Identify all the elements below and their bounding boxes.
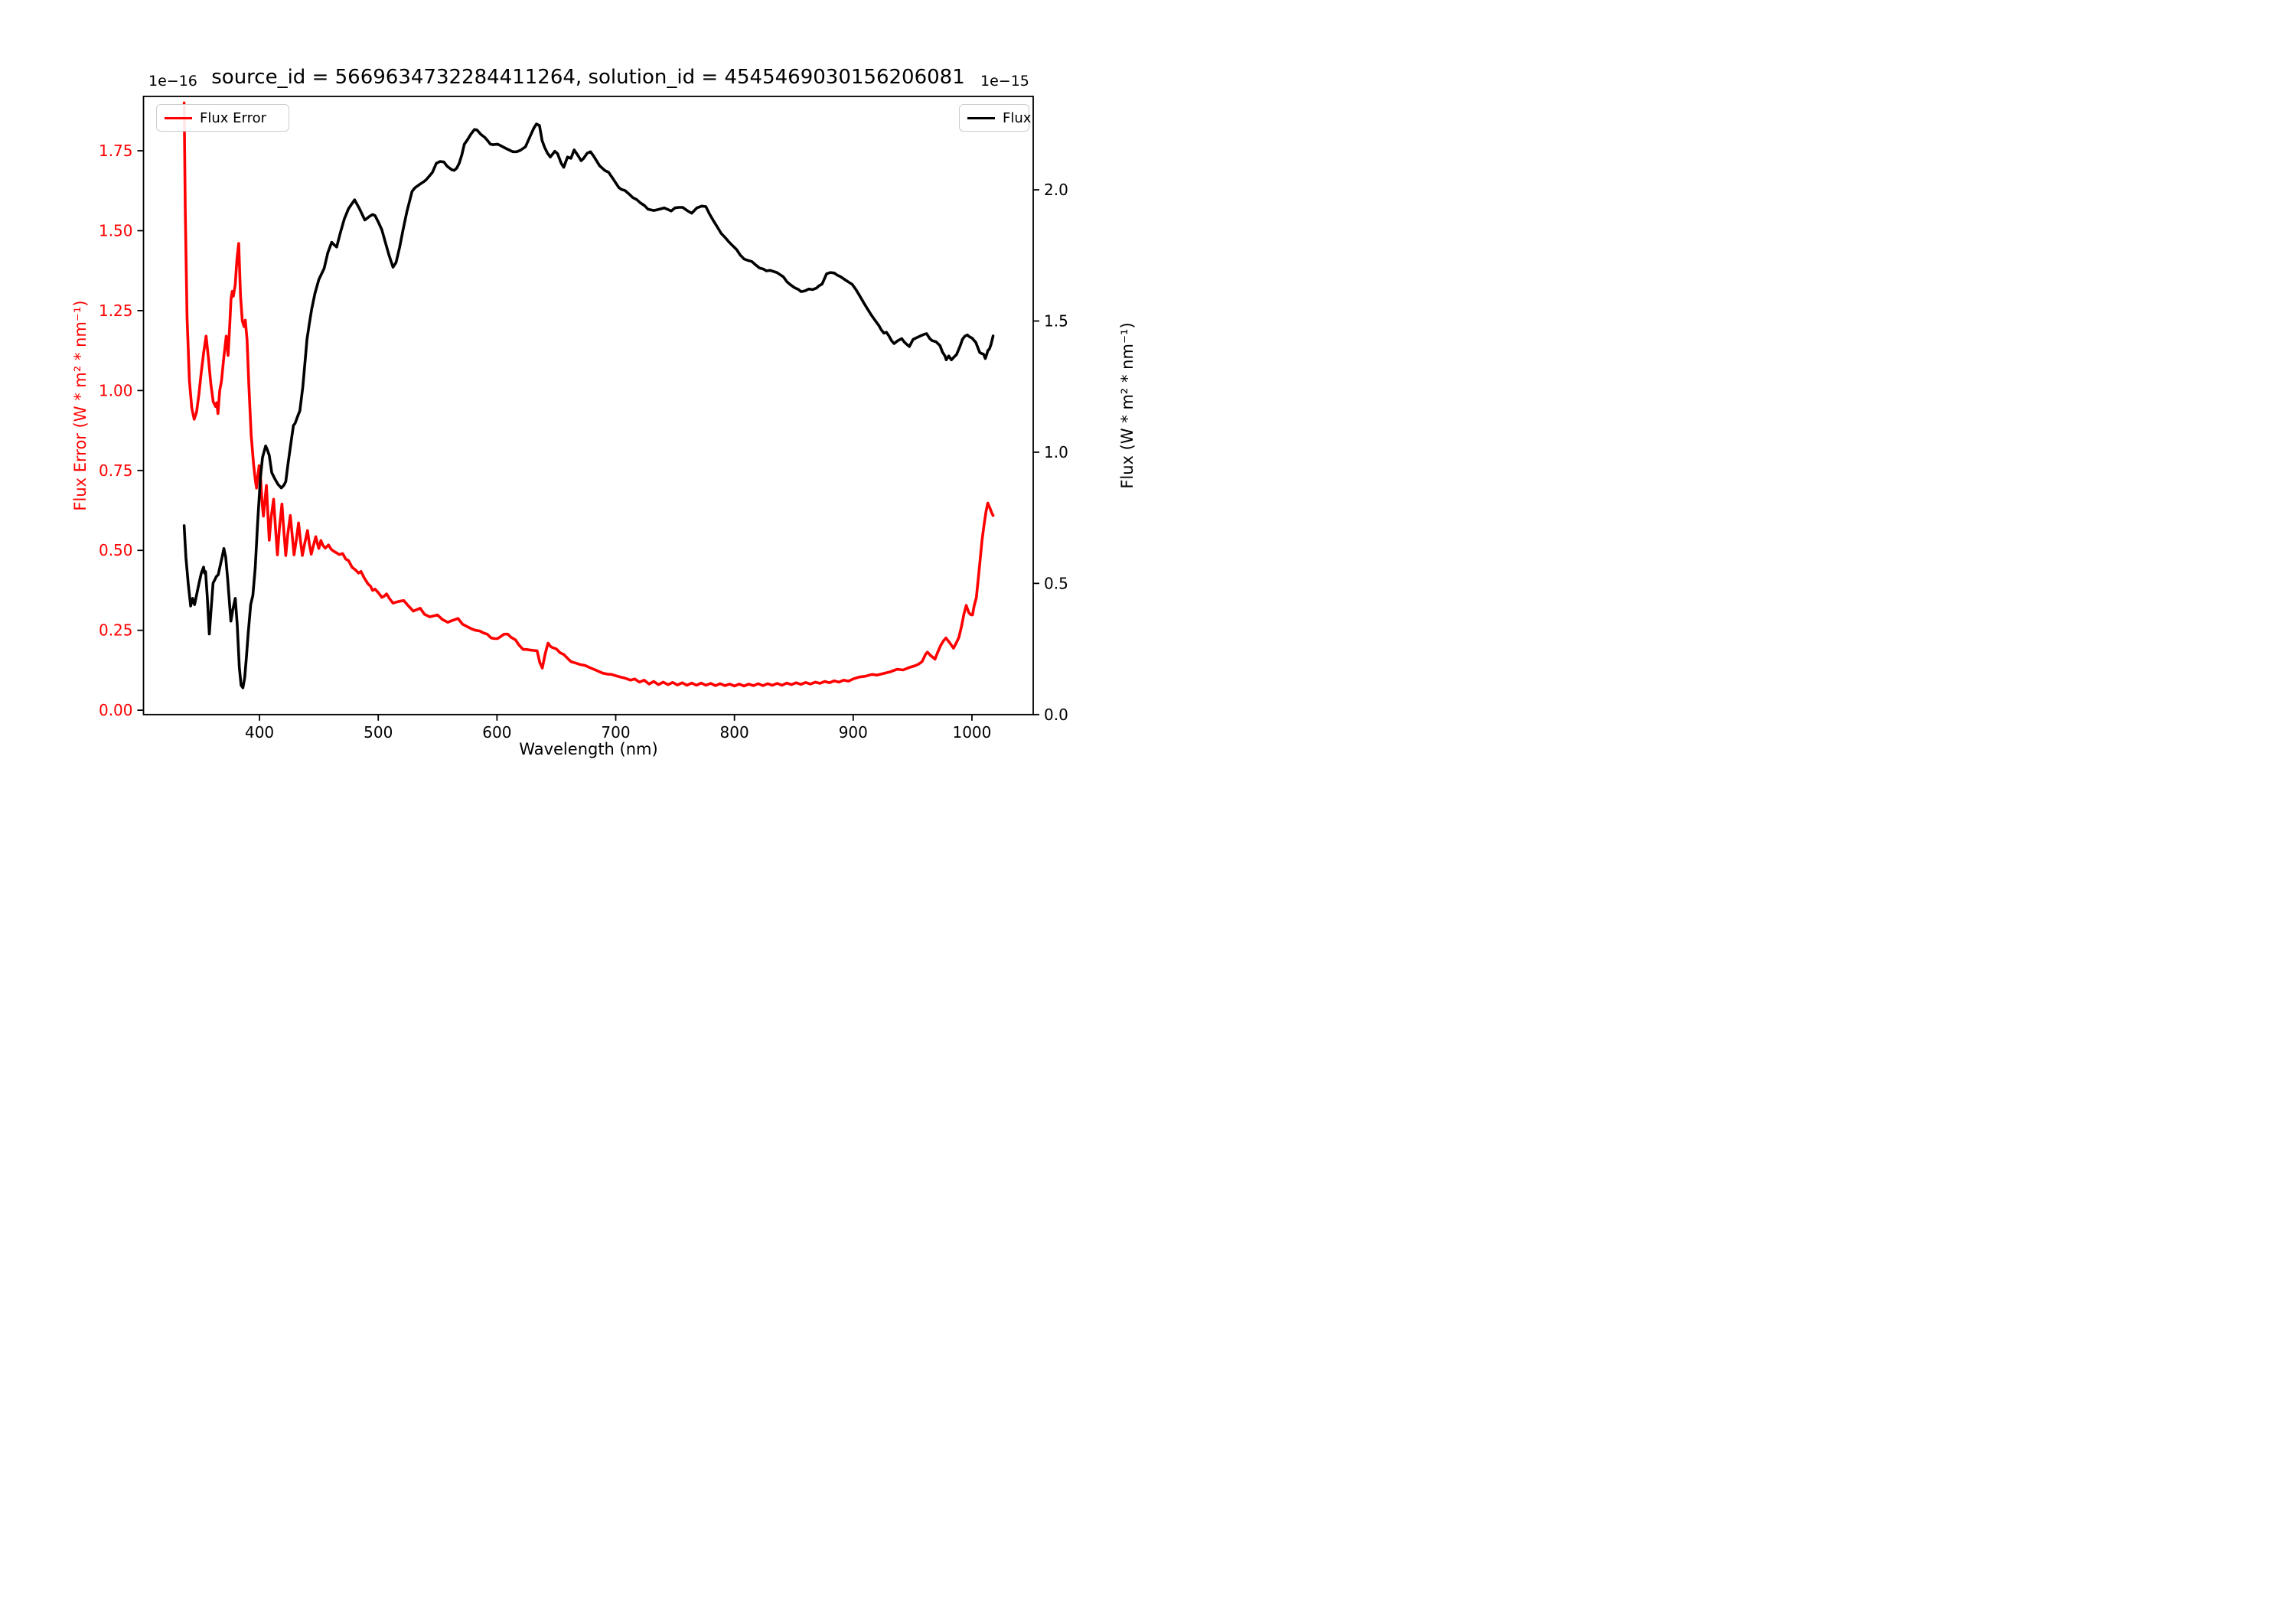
y-left-tick-label: 1.50 [99, 221, 133, 240]
ticks-layer [137, 150, 1039, 721]
x-tick-label: 800 [720, 723, 749, 742]
flux-line-sample [967, 116, 995, 119]
y-left-tick-label: 0.75 [99, 461, 133, 480]
legend-flux-error-label: Flux Error [200, 109, 267, 126]
flux-curve [182, 122, 995, 689]
tick-labels-layer: 400 500 600 700 800 900 1000 0.00 0.25 0.50 0.75 1.… [99, 142, 1068, 742]
x-tick-label: 500 [364, 723, 393, 742]
axes-frame [142, 96, 1034, 715]
x-tick-label: 1000 [952, 723, 991, 742]
plot-frame [142, 96, 1034, 715]
y-left-offset-text: 1e−16 [148, 73, 197, 90]
x-tick-label: 400 [245, 723, 274, 742]
legend-flux: Flux [959, 104, 1032, 132]
y-left-tick-label: 0.50 [99, 541, 133, 559]
y-left-tick-label: 1.25 [99, 302, 133, 320]
y-left-tick-label: 1.75 [99, 142, 133, 160]
y-right-tick-label: 1.0 [1044, 443, 1068, 461]
x-tick-label: 600 [482, 723, 511, 742]
y-right-tick-label: 1.5 [1044, 311, 1068, 330]
y-left-tick-label: 1.00 [99, 381, 133, 399]
y-left-tick-label: 0.00 [99, 701, 133, 719]
plot-area: 400 500 600 700 800 900 1000 0.00 0.25 0.50 0.75 1.… [71, 96, 1137, 758]
x-tick-label: 900 [839, 723, 868, 742]
y-axis-label-left: Flux Error (W * m² * nm⁻¹) [71, 300, 90, 510]
y-axis-label-right: Flux (W * m² * nm⁻¹) [1118, 322, 1137, 488]
legend-flux-label: Flux [1003, 109, 1032, 126]
y-right-tick-label: 0.5 [1044, 574, 1068, 592]
curves-layer [182, 101, 995, 689]
y-right-tick-label: 0.0 [1044, 706, 1068, 724]
chart-title: source_id = 5669634732284411264, solutio… [211, 66, 965, 89]
legend-flux-error: Flux Error [156, 104, 289, 132]
y-right-tick-label: 2.0 [1044, 181, 1068, 199]
x-tick-label: 700 [601, 723, 630, 742]
y-left-tick-label: 0.25 [99, 621, 133, 640]
x-axis-label: Wavelength (nm) [519, 740, 657, 758]
flux-error-curve [182, 101, 995, 688]
figure: 400 500 600 700 800 900 1000 0.00 0.25 0.50 0.75 1.… [0, 0, 1148, 804]
flux-error-line-sample [165, 116, 192, 119]
y-right-offset-text: 1e−15 [980, 73, 1029, 90]
